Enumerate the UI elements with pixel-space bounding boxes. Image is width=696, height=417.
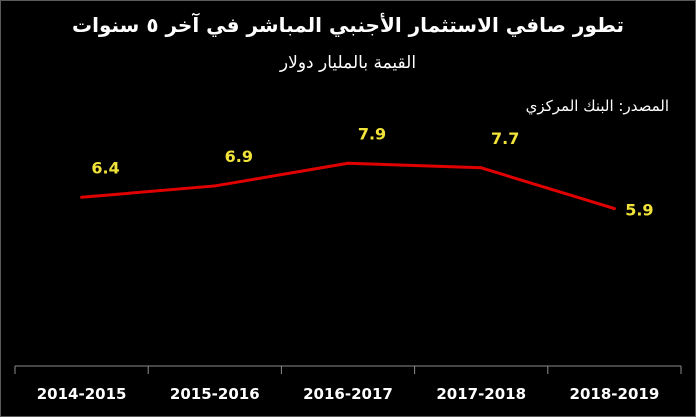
data-point — [479, 166, 483, 170]
chart-title: تطور صافي الاستثمار الأجنبي المباشر في آ… — [72, 13, 624, 37]
data-point — [80, 195, 84, 199]
data-point — [612, 207, 616, 211]
x-tick-label: 2017-2018 — [436, 385, 526, 403]
data-label: 6.4 — [91, 158, 119, 177]
chart-subtitle: القيمة بالمليار دولار — [279, 53, 417, 73]
series-line — [81, 161, 615, 211]
x-tick-label: 2014-2015 — [37, 385, 127, 403]
x-tick-label: 2016-2017 — [303, 385, 393, 403]
data-point — [346, 161, 350, 165]
x-tick-label: 2018-2019 — [570, 385, 660, 403]
chart-source: المصدر: البنك المركزي — [525, 97, 669, 115]
data-label: 6.9 — [225, 147, 253, 166]
data-point — [213, 184, 217, 188]
x-tick-label: 2015-2016 — [170, 385, 260, 403]
data-label: 7.7 — [491, 129, 519, 148]
data-label: 7.9 — [358, 124, 386, 143]
data-label: 5.9 — [625, 201, 653, 220]
